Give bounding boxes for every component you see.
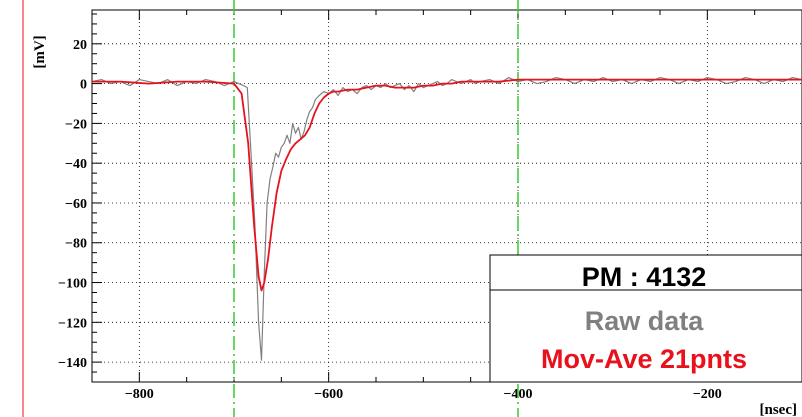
y-tick-label: −140 bbox=[58, 356, 87, 371]
y-tick-label: 20 bbox=[73, 38, 87, 53]
x-axis-title: [nsec] bbox=[760, 402, 798, 417]
y-tick-label: −20 bbox=[65, 117, 87, 132]
y-tick-label: −40 bbox=[65, 157, 87, 172]
x-tick-label: −800 bbox=[125, 387, 154, 402]
moving-average-line bbox=[92, 78, 802, 292]
y-tick-label: −80 bbox=[65, 237, 87, 252]
y-tick-label: −60 bbox=[65, 197, 87, 212]
legend-raw-data: Raw data bbox=[585, 306, 705, 336]
y-tick-label: −120 bbox=[58, 316, 87, 331]
y-axis-title: [mV] bbox=[32, 35, 48, 68]
tick-layer: −800 −600 −400 −200200−20−40−60−80−100−120−… bbox=[58, 10, 802, 402]
legend-title: PM : 4132 bbox=[582, 262, 707, 292]
raw-data-line bbox=[91, 77, 802, 361]
series-layer bbox=[91, 77, 802, 361]
y-tick-label: 0 bbox=[80, 78, 87, 93]
legend-frame bbox=[489, 254, 802, 383]
x-tick-label: −600 bbox=[314, 387, 343, 402]
x-tick-label: −200 bbox=[693, 387, 722, 402]
legend-box: PM : 4132 Raw data Mov-Ave 21pnts bbox=[489, 254, 802, 383]
legend-moving-average: Mov-Ave 21pnts bbox=[541, 344, 747, 374]
y-tick-label: −100 bbox=[58, 277, 87, 292]
